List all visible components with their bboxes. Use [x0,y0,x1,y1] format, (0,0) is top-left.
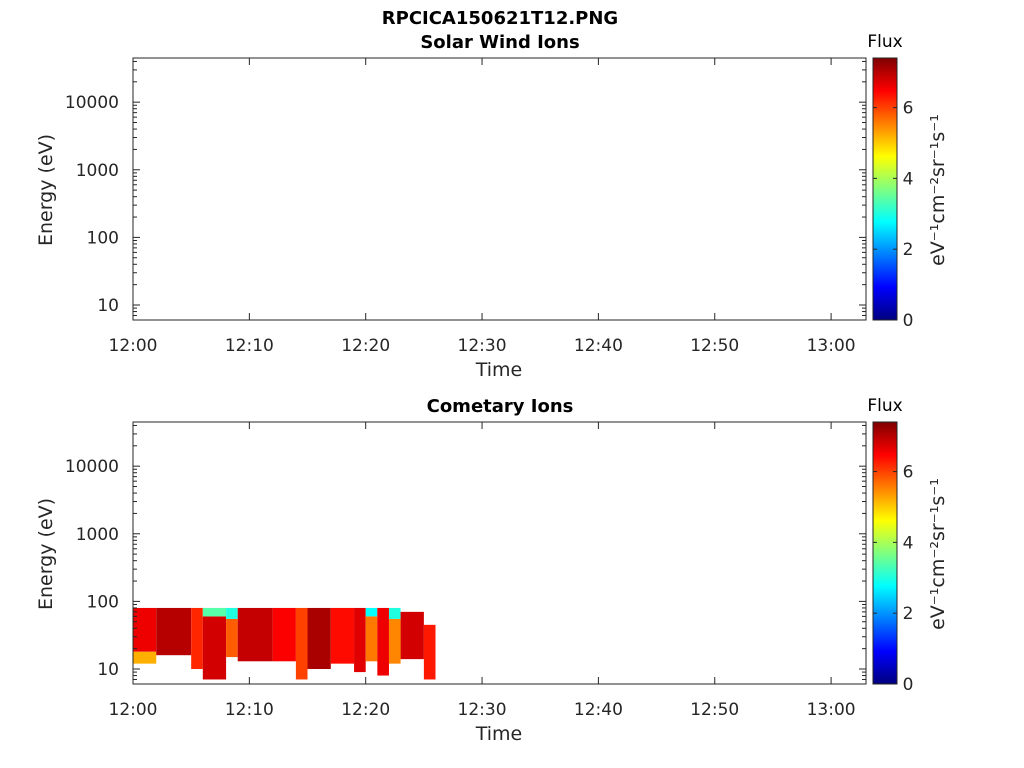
x-tick-label: 12:10 [225,700,274,720]
colorbar [872,421,898,685]
figure-title: RPCICA150621T12.PNG [382,8,618,29]
x-tick-label: 12:30 [458,336,507,356]
colorbar-title: Flux [867,32,902,52]
heatmap-cell [365,616,378,662]
x-tick-label: 12:10 [225,336,274,356]
y-tick-label: 1000 [76,525,119,545]
heatmap-cell [365,607,378,617]
y-tick-label: 10000 [65,93,119,113]
panel-solar-wind-ions: Solar Wind Ions 12:00 12:10 12:20 12:30 12:4… [35,32,949,381]
heatmap-cell [133,607,157,652]
heatmap-cell [423,624,436,680]
colorbar-tick-label: 4 [903,533,914,553]
heatmap-cell [388,607,401,619]
plot-area: 12:00 12:10 12:20 12:30 12:40 12:50 13:00 10 100… [65,57,914,356]
y-tick-label: 1000 [76,161,119,181]
heatmap-cell [226,607,238,619]
x-tick-label: 12:40 [574,336,623,356]
x-tick-label: 12:00 [109,700,158,720]
y-tick-label: 100 [87,592,119,612]
heatmap-cell [377,607,389,676]
colorbar-tick-label: 6 [903,99,914,119]
x-tick-label: 13:00 [807,336,856,356]
x-tick-label: 12:20 [341,336,390,356]
panel-title: Cometary Ions [427,396,574,417]
x-tick-label: 12:00 [109,336,158,356]
colorbar-tick-label: 0 [903,311,914,331]
heatmap-cell [354,607,366,673]
x-tick-label: 12:50 [690,700,739,720]
heatmap-cell [330,607,355,664]
x-axis-label: Time [475,723,523,745]
y-axis-label: Energy (eV) [35,134,57,246]
x-tick-label: 12:40 [574,700,623,720]
plot-area: 12:00 12:10 12:20 12:30 12:40 12:50 13:00 10 100… [65,421,914,720]
axes-frame [132,421,867,685]
heatmap-cell [202,616,227,680]
colorbar [872,57,898,321]
colorbar-tick-label: 4 [903,169,914,189]
colorbar-tick-label: 2 [903,240,914,260]
panel-title: Solar Wind Ions [420,32,579,53]
colorbar-tick-label: 6 [903,463,914,483]
colorbar-tick-label: 0 [903,675,914,695]
heatmap-cell [191,607,203,670]
heatmap-cell [202,607,227,617]
x-tick-label: 13:00 [807,700,856,720]
x-tick-label: 12:50 [690,336,739,356]
heatmap-cell [156,607,192,656]
y-axis-label: Energy (eV) [35,498,57,610]
colorbar-tick-label: 2 [903,604,914,624]
y-tick-label: 10000 [65,457,119,477]
heatmap-cell [133,651,157,664]
colorbar-units: eV⁻¹cm⁻²sr⁻¹s⁻¹ [927,114,949,266]
y-tick-label: 10 [97,296,119,316]
x-axis-label: Time [475,359,523,381]
heatmap-cell [295,607,308,680]
heatmap-cell [272,607,296,662]
heatmap-cell [237,607,273,662]
heatmap-cell [400,611,424,660]
panel-cometary-ions: Cometary Ions 12:00 12:10 12:20 12:30 12:40 1… [35,396,949,745]
x-tick-label: 12:30 [458,700,507,720]
heatmap-cell [307,607,331,670]
heatmap-cell [388,618,401,664]
heatmap-cell [226,618,238,658]
y-tick-label: 100 [87,228,119,248]
x-tick-label: 12:20 [341,700,390,720]
axes-frame [132,57,867,321]
colorbar-title: Flux [867,396,902,416]
y-tick-label: 10 [97,660,119,680]
colorbar-units: eV⁻¹cm⁻²sr⁻¹s⁻¹ [927,478,949,630]
